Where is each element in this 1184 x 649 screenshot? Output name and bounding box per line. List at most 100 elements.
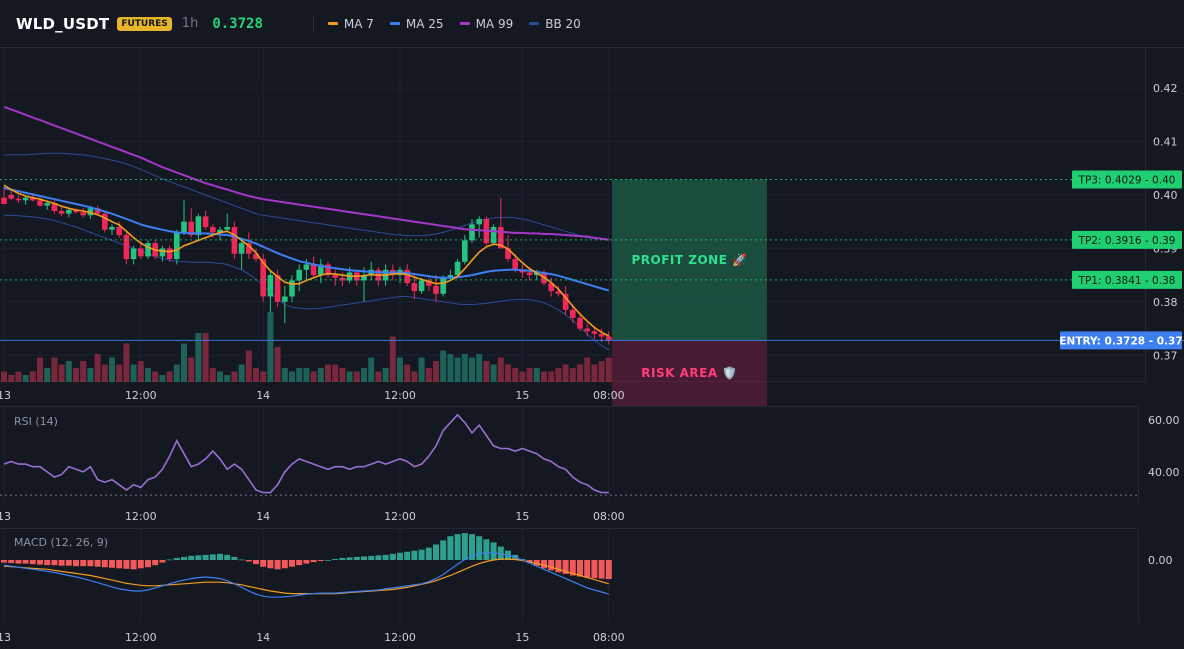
legend-bb20[interactable]: BB 20 [529, 17, 581, 31]
volume-bar [339, 368, 346, 382]
time-tick-label: 12:00 [125, 631, 157, 644]
candle-body [404, 269, 410, 284]
macd-histogram-bar [555, 560, 562, 573]
time-tick-label: 13 [0, 510, 11, 523]
volume-bar [260, 371, 267, 382]
candle-body [22, 197, 29, 201]
candle [159, 245, 166, 262]
legend-ma7[interactable]: MA 7 [327, 17, 374, 31]
candle-body [490, 227, 497, 244]
level-label-tp1: TP1: 0.3841 - 0.38 [1078, 275, 1176, 287]
candle-body [260, 259, 266, 297]
volume-bar [361, 368, 367, 382]
candle [418, 277, 425, 294]
timeframe-label[interactable]: 1h [181, 16, 199, 31]
macd-histogram-bar [339, 557, 346, 560]
time-tick-label: 12:00 [125, 389, 157, 402]
volume-bar [418, 357, 425, 382]
candle [145, 240, 151, 260]
candle [325, 261, 331, 278]
candle [433, 275, 439, 302]
candle [22, 196, 29, 205]
volume-bar [512, 368, 519, 382]
candle [555, 285, 562, 297]
volume-bar [209, 368, 216, 382]
macd-histogram-bar [159, 560, 166, 563]
candle-body [303, 264, 310, 270]
candle [66, 208, 72, 218]
chart-header: WLD_USDT FUTURES 1h 0.3728 MA 7 MA 25 MA… [0, 0, 1184, 48]
volume-bar [389, 336, 396, 382]
macd-histogram-bar [173, 557, 180, 560]
macd-histogram-bar [317, 560, 324, 562]
macd-histogram-bar [65, 560, 72, 566]
candle [570, 304, 576, 324]
macd-histogram-bar [584, 560, 591, 578]
macd-histogram-bar [533, 560, 540, 566]
macd-histogram-bar [253, 560, 259, 565]
macd-histogram-bar [404, 551, 411, 560]
price-tick-label: 0.40 [1153, 189, 1178, 202]
macd-histogram-bar [541, 560, 547, 569]
candle-body [51, 202, 58, 211]
candle [166, 245, 173, 262]
price-tick-label: 0.41 [1153, 136, 1178, 149]
volume-bar [15, 371, 22, 382]
volume-bar [94, 354, 101, 382]
volume-bar [202, 333, 209, 382]
symbol-name[interactable]: WLD_USDT [16, 14, 110, 33]
volume-bar [80, 361, 87, 382]
volume-bar [159, 375, 166, 382]
macd-histogram-bar [411, 550, 418, 560]
candle-body [512, 259, 518, 270]
line-swatch-icon [389, 22, 400, 25]
volume-bar [58, 364, 65, 382]
candle-body [418, 280, 425, 292]
volume-bar [73, 368, 79, 382]
candle-body [274, 275, 281, 302]
time-tick-label: 12:00 [125, 510, 157, 523]
macd-histogram-bar [195, 555, 202, 560]
level-label-tp3: TP3: 0.4029 - 0.40 [1078, 174, 1176, 186]
time-tick-label: 14 [256, 631, 270, 644]
volume-bar [433, 361, 439, 382]
volume-bar [253, 368, 259, 382]
candle-body [202, 216, 209, 228]
candle-body [606, 336, 612, 341]
macd-histogram-bar [15, 560, 22, 564]
level-label-tp2: TP2: 0.3916 - 0.39 [1078, 235, 1176, 247]
macd-histogram-bar [245, 560, 252, 562]
candle [426, 277, 432, 292]
ma7-line [3, 184, 610, 337]
candle [498, 197, 504, 249]
volume-bar [101, 364, 108, 382]
candle [548, 277, 554, 297]
macd-histogram-bar [80, 560, 87, 567]
volume-bar [173, 364, 180, 382]
candle-body [462, 240, 468, 262]
candle [94, 205, 101, 216]
macd-histogram-bar [94, 560, 101, 567]
macd-histogram-bar [454, 534, 461, 560]
volume-bar [519, 371, 526, 382]
candle-body [289, 280, 295, 297]
macd-histogram-bar [51, 560, 58, 566]
volume-bar [22, 375, 29, 382]
candle [397, 267, 403, 284]
candle [224, 213, 230, 233]
volume-bar [440, 350, 447, 382]
volume-bar [303, 368, 310, 382]
macd-histogram-bar [296, 560, 303, 566]
candle-body [548, 283, 554, 292]
candle-body [570, 309, 576, 318]
macd-histogram-bar [130, 560, 137, 570]
legend-ma25[interactable]: MA 25 [389, 17, 444, 31]
candle [318, 259, 324, 284]
candle-body [505, 248, 511, 260]
rsi-tick-label: 60.00 [1148, 414, 1180, 427]
legend-ma99[interactable]: MA 99 [459, 17, 513, 31]
line-swatch-icon [529, 22, 540, 25]
candle-body [332, 275, 338, 278]
macd-histogram-bar [58, 560, 65, 566]
